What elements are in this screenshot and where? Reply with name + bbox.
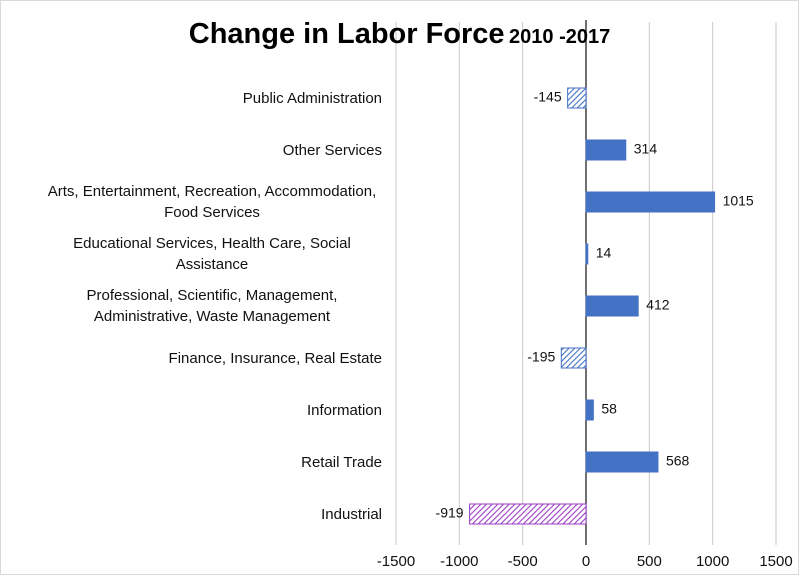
chart-subtitle: 2010 -2017: [509, 26, 611, 48]
y-tick-label: Public Administration: [242, 89, 382, 107]
bar: [585, 139, 627, 161]
y-tick-label: Arts, Entertainment, Recreation, Accommo…: [47, 183, 377, 221]
title-block: Change in Labor Force 2010 -2017: [0, 18, 799, 51]
value-label: 314: [634, 141, 658, 157]
value-label: 412: [646, 297, 670, 313]
bar: [585, 295, 639, 317]
x-tick-label: 500: [637, 553, 662, 570]
y-tick-label: Retail Trade: [301, 453, 382, 471]
value-label: 1015: [723, 193, 754, 209]
y-tick-label: Other Services: [282, 141, 382, 159]
x-tick-label: -500: [508, 553, 538, 570]
bar: [585, 399, 594, 421]
y-tick-label: Industrial: [321, 505, 382, 523]
bar: [567, 87, 587, 109]
y-tick-label: Information: [306, 401, 382, 419]
category-label-box: Professional, Scientific, Management, Ad…: [42, 281, 382, 331]
value-label: -195: [527, 349, 555, 365]
y-tick-label: Finance, Insurance, Real Estate: [168, 349, 382, 367]
value-label: -145: [534, 89, 562, 105]
bar: [469, 503, 587, 525]
bar: [585, 451, 659, 473]
value-label: 58: [601, 401, 617, 417]
category-label-box: Industrial: [321, 489, 382, 539]
category-label-box: Other Services: [283, 125, 382, 175]
x-tick-label: -1000: [440, 553, 478, 570]
value-label: 14: [596, 245, 612, 261]
x-tick-label: 0: [582, 553, 590, 570]
x-tick-label: -1500: [377, 553, 415, 570]
y-tick-label: Professional, Scientific, Management, Ad…: [86, 287, 338, 325]
category-label-box: Retail Trade: [301, 437, 382, 487]
category-label-box: Information: [307, 385, 382, 435]
category-label-box: Arts, Entertainment, Recreation, Accommo…: [42, 177, 382, 227]
bar: [585, 191, 716, 213]
category-label-box: Public Administration: [243, 73, 382, 123]
chart-title: Change in Labor Force: [188, 18, 505, 50]
category-label-box: Educational Services, Health Care, Socia…: [42, 229, 382, 279]
bar: [560, 347, 587, 369]
value-label: 568: [666, 453, 690, 469]
y-tick-label: Educational Services, Health Care, Socia…: [73, 235, 351, 273]
category-label-box: Finance, Insurance, Real Estate: [169, 333, 382, 383]
value-label: -919: [436, 505, 464, 521]
bar: [585, 243, 589, 265]
x-tick-label: 1500: [759, 553, 792, 570]
x-tick-label: 1000: [696, 553, 729, 570]
